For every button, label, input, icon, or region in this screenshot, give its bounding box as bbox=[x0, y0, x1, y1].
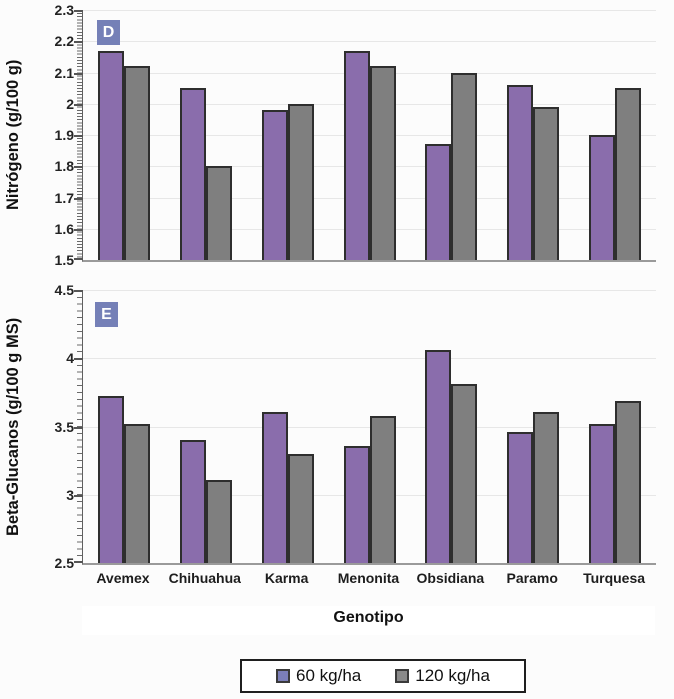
legend: 60 kg/ha 120 kg/ha bbox=[240, 659, 526, 693]
bar-avemex-60kgha bbox=[97, 396, 124, 563]
x-tick-label-chihuahua: Chihuahua bbox=[168, 570, 241, 586]
y-axis-major-tick bbox=[74, 561, 83, 563]
y-tick-label: 1.8 bbox=[54, 158, 74, 175]
bar-obsidiana-60kgha bbox=[425, 144, 452, 260]
bar-turquesa-60kgha bbox=[589, 423, 616, 563]
y-tick-label: 3 bbox=[66, 486, 74, 503]
y-axis-major-tick bbox=[74, 290, 83, 292]
gridline bbox=[83, 10, 656, 11]
bar-karma-120kgha bbox=[287, 103, 314, 260]
y-tick-label: 1.7 bbox=[54, 189, 74, 206]
y-axis-major-tick bbox=[74, 426, 83, 429]
y-axis-major-tick bbox=[74, 41, 83, 44]
bar-obsidiana-60kgha bbox=[425, 350, 452, 563]
bar-paramo-120kgha bbox=[533, 106, 560, 260]
gridline bbox=[83, 290, 656, 291]
bar-avemex-60kgha bbox=[97, 50, 124, 260]
bar-menonita-60kgha bbox=[343, 50, 370, 260]
gridline bbox=[83, 358, 656, 360]
y-axis-major-tick bbox=[74, 135, 83, 137]
x-tick-label-menonita: Menonita bbox=[337, 570, 400, 586]
y-tick-label: 1.9 bbox=[54, 127, 74, 143]
bar-turquesa-120kgha bbox=[615, 88, 642, 260]
y-tick-label: 2.5 bbox=[54, 555, 74, 571]
gridline bbox=[83, 41, 656, 43]
bar-karma-60kgha bbox=[261, 110, 288, 260]
bar-obsidiana-120kgha bbox=[451, 72, 478, 260]
y-tick-label: 1.6 bbox=[54, 220, 74, 237]
bar-menonita-120kgha bbox=[369, 66, 396, 260]
legend-swatch-60kgha-icon bbox=[276, 669, 291, 683]
y-tick-label: 2.3 bbox=[54, 2, 74, 18]
bar-turquesa-120kgha bbox=[615, 400, 642, 563]
y-tick-label: 2.2 bbox=[54, 33, 74, 50]
bar-paramo-60kgha bbox=[507, 431, 534, 563]
y-axis-major-tick bbox=[74, 10, 83, 12]
y-tick-label: 2 bbox=[66, 95, 74, 112]
y-tick-label: 4 bbox=[66, 350, 74, 367]
legend-item-120kgha: 120 kg/ha bbox=[395, 666, 490, 686]
bar-chihuahua-60kgha bbox=[179, 440, 206, 563]
bar-turquesa-60kgha bbox=[589, 135, 616, 260]
x-tick-label-karma: Karma bbox=[264, 570, 309, 586]
panel-label-e: E bbox=[95, 302, 118, 327]
y-tick-label: 4.5 bbox=[54, 282, 74, 298]
bar-karma-60kgha bbox=[261, 411, 288, 563]
bar-chihuahua-60kgha bbox=[179, 88, 206, 260]
bar-chihuahua-120kgha bbox=[205, 479, 232, 563]
legend-label-120kgha: 120 kg/ha bbox=[415, 666, 490, 685]
y-axis-major-tick bbox=[74, 358, 83, 361]
y-axis-major-tick bbox=[74, 197, 83, 200]
x-axis-title: Genotipo bbox=[82, 606, 655, 635]
bar-paramo-120kgha bbox=[533, 411, 560, 563]
y-axis-major-tick bbox=[74, 72, 83, 75]
y-axis-major-tick bbox=[74, 258, 83, 260]
bar-menonita-60kgha bbox=[343, 445, 370, 563]
x-tick-label-turquesa: Turquesa bbox=[583, 570, 646, 586]
bar-obsidiana-120kgha bbox=[451, 384, 478, 563]
y-axis-major-tick bbox=[74, 228, 83, 231]
bar-karma-120kgha bbox=[287, 453, 314, 563]
y-axis-major-tick bbox=[74, 166, 83, 169]
bar-avemex-120kgha bbox=[123, 66, 150, 260]
panel-label-d: D bbox=[97, 20, 120, 45]
legend-label-60kgha: 60 kg/ha bbox=[296, 666, 362, 685]
bar-avemex-120kgha bbox=[123, 423, 150, 563]
plot-area-d: D bbox=[74, 10, 656, 262]
plot-area-e: E bbox=[74, 290, 656, 565]
y-tick-label: 2.1 bbox=[54, 64, 74, 81]
bar-paramo-60kgha bbox=[507, 85, 534, 260]
y-tick-label: 3.5 bbox=[54, 418, 74, 435]
bar-menonita-120kgha bbox=[369, 415, 396, 563]
chart-panel-e: E 4.5 4 3.5 3 2.5 Avemex Chihuahua Karma Menonit… bbox=[0, 282, 674, 586]
legend-item-60kgha: 60 kg/ha bbox=[276, 666, 361, 686]
chart-panel-d: D 2.3 2.2 2.1 2 1.9 1.8 1.7 1.6 1.5 bbox=[0, 2, 674, 268]
x-tick-label-obsidiana: Obsidiana bbox=[416, 570, 485, 586]
y-axis-major-tick bbox=[74, 103, 83, 106]
y-axis-major-tick bbox=[74, 494, 83, 497]
legend-swatch-120kgha-icon bbox=[395, 669, 410, 683]
x-tick-label-paramo: Paramo bbox=[506, 570, 558, 586]
y-tick-label: 1.5 bbox=[54, 252, 74, 268]
x-tick-label-avemex: Avemex bbox=[96, 570, 150, 586]
bar-chihuahua-120kgha bbox=[205, 166, 232, 260]
